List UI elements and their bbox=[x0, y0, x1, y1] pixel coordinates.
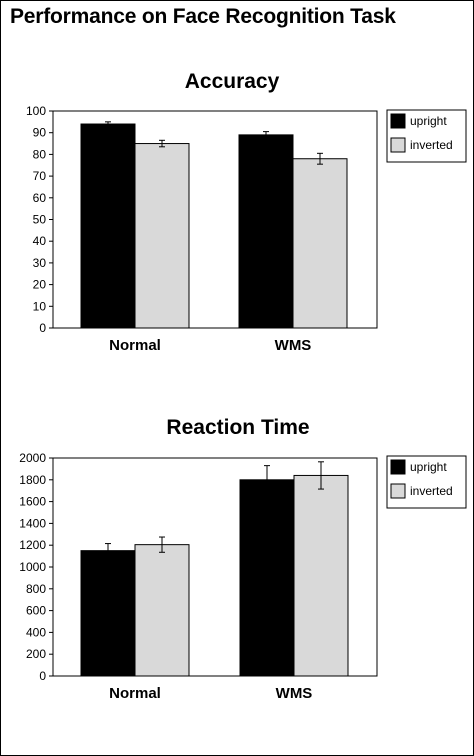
error-bar bbox=[264, 465, 270, 495]
y-tick-label: 600 bbox=[26, 604, 46, 618]
plot-area: 0 10 20 30 40 50 60 70 80 90 100 Normal WMS upright in… bbox=[26, 104, 467, 354]
chart-title: Accuracy bbox=[185, 70, 280, 93]
error-bar bbox=[318, 461, 324, 490]
legend-swatch-inverted bbox=[390, 483, 406, 499]
y-tick-label: 100 bbox=[26, 104, 46, 118]
legend-swatch-upright bbox=[390, 459, 406, 475]
error-bar bbox=[317, 152, 323, 165]
y-tick-label: 60 bbox=[33, 191, 47, 205]
error-bar bbox=[159, 139, 165, 148]
error-bar bbox=[263, 131, 269, 139]
y-tick-label: 80 bbox=[33, 147, 47, 161]
y-tick-label: 70 bbox=[33, 169, 47, 183]
y-tick-label: 1600 bbox=[19, 495, 46, 509]
y-tick-label: 2000 bbox=[19, 451, 46, 465]
bar-inverted-wms bbox=[293, 474, 349, 677]
bar-upright-normal bbox=[80, 123, 136, 329]
x-category-label: WMS bbox=[275, 337, 312, 354]
y-tick-label: 200 bbox=[26, 647, 46, 661]
accuracy-chart: Accuracy 0 10 20 30 40 50 60 70 80 90 100 Normal WMS… bbox=[26, 70, 467, 354]
plot-area: 0 200 400 600 800 1000 1200 1400 1600 1800 2000 Nor… bbox=[19, 451, 467, 702]
legend-label: upright bbox=[410, 460, 447, 474]
reaction-time-chart: Reaction Time 0 200 400 600 800 1000 1200 1400 1… bbox=[19, 416, 467, 702]
error-bar bbox=[105, 543, 111, 559]
error-bar bbox=[105, 121, 111, 127]
bar-inverted-normal bbox=[134, 143, 190, 329]
y-tick-label: 1800 bbox=[19, 473, 46, 487]
y-tick-label: 1200 bbox=[19, 538, 46, 552]
bar-upright-normal bbox=[80, 550, 136, 677]
x-category-label: Normal bbox=[109, 685, 161, 702]
y-tick-label: 50 bbox=[33, 213, 47, 227]
bar-inverted-wms bbox=[292, 158, 348, 329]
bar-inverted-normal bbox=[134, 544, 190, 677]
y-tick-label: 40 bbox=[33, 234, 47, 248]
legend-label: inverted bbox=[410, 484, 453, 498]
y-tick-label: 1400 bbox=[19, 516, 46, 530]
x-category-label: Normal bbox=[109, 337, 161, 354]
y-tick-label: 10 bbox=[33, 299, 47, 313]
legend-label: inverted bbox=[410, 138, 453, 152]
x-category-label: WMS bbox=[276, 685, 313, 702]
chart-title: Reaction Time bbox=[166, 416, 309, 439]
y-tick-label: 30 bbox=[33, 256, 47, 270]
bar-upright-wms bbox=[238, 134, 294, 329]
y-tick-label: 90 bbox=[33, 126, 47, 140]
y-tick-label: 0 bbox=[39, 321, 46, 335]
y-tick-label: 0 bbox=[39, 669, 46, 683]
page-title: Performance on Face Recognition Task bbox=[10, 5, 396, 28]
y-tick-label: 400 bbox=[26, 625, 46, 639]
bar-upright-wms bbox=[239, 479, 295, 677]
error-bar bbox=[159, 536, 165, 553]
y-tick-label: 800 bbox=[26, 582, 46, 596]
legend-label: upright bbox=[410, 114, 447, 128]
y-tick-label: 1000 bbox=[19, 560, 46, 574]
y-tick-label: 20 bbox=[33, 278, 47, 292]
legend-swatch-upright bbox=[390, 113, 406, 129]
legend-swatch-inverted bbox=[390, 137, 406, 153]
